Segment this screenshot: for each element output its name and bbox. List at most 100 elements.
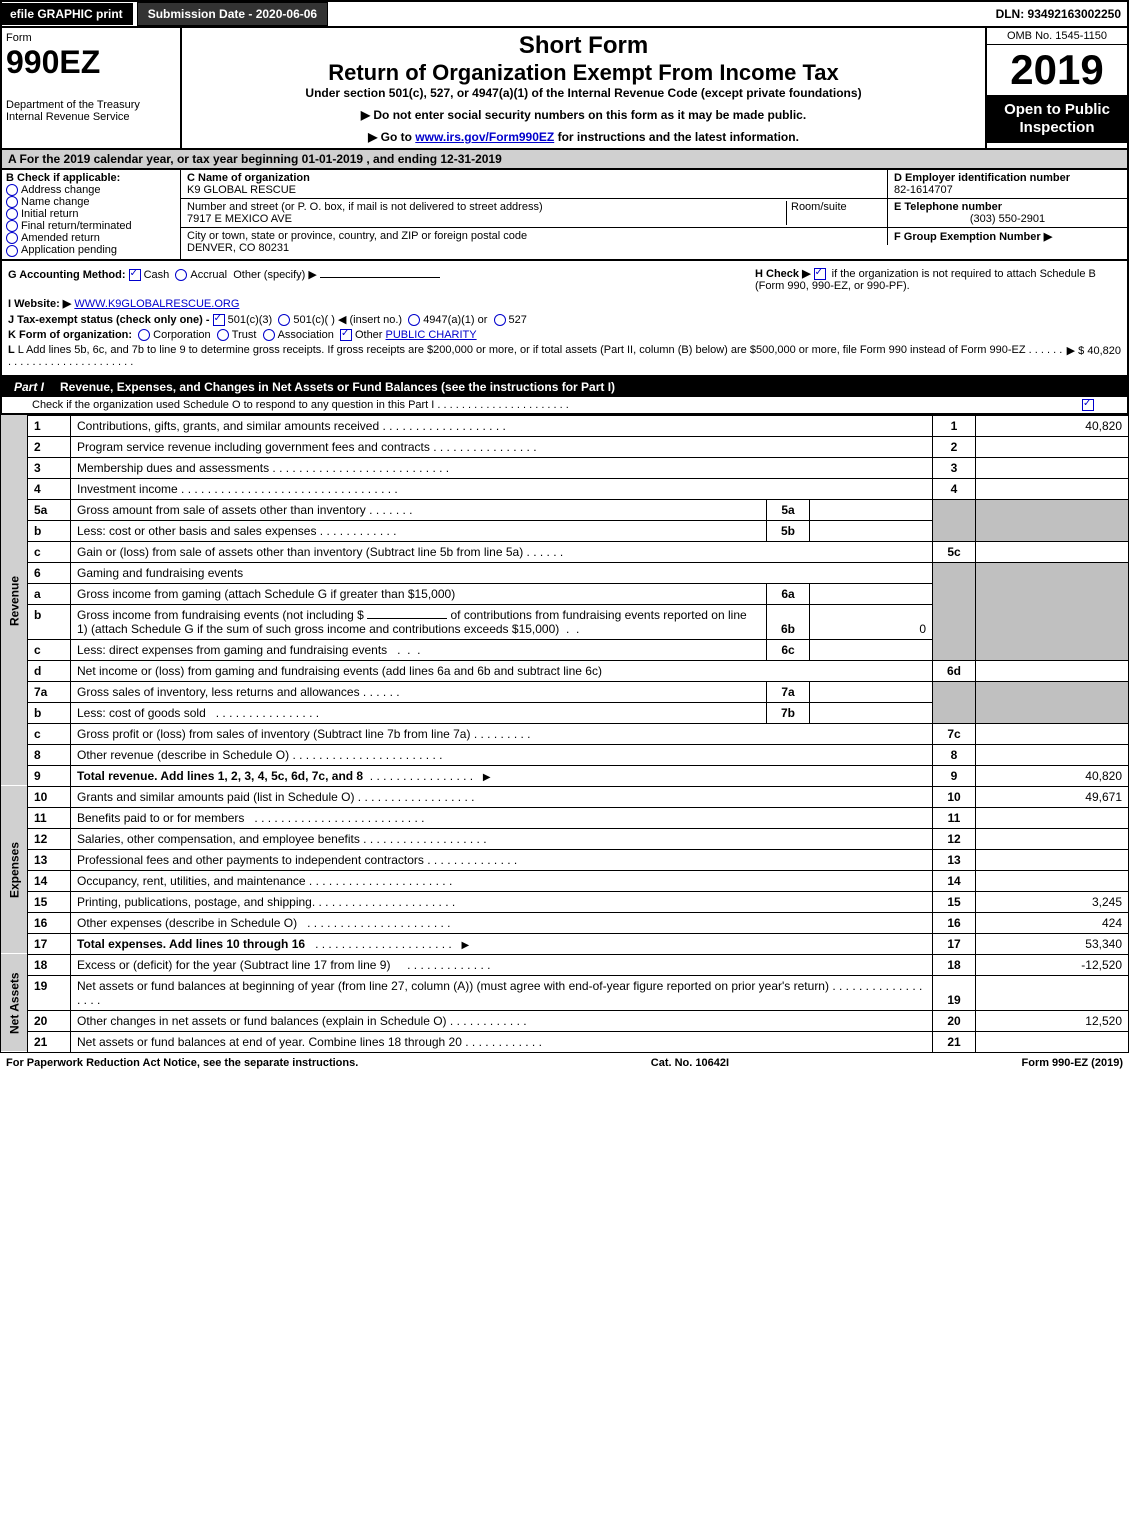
c-label: C Name of organization — [187, 172, 881, 184]
efile-print-button[interactable]: efile GRAPHIC print — [2, 3, 133, 25]
form-word: Form — [6, 32, 176, 44]
line-8-amount — [976, 744, 1129, 765]
checkbox-address-change[interactable] — [6, 184, 18, 196]
paperwork-notice: For Paperwork Reduction Act Notice, see … — [6, 1057, 358, 1069]
line-7b-num: b — [28, 702, 71, 723]
checkbox-501c[interactable] — [278, 314, 290, 326]
line-1-amount: 40,820 — [976, 415, 1129, 436]
meta-section: G Accounting Method: Cash Accrual Other … — [0, 261, 1129, 377]
part1-check-row: Check if the organization used Schedule … — [0, 397, 1129, 415]
line-5a-subval — [810, 499, 933, 520]
accrual-label: Accrual — [190, 269, 227, 281]
addr-change-label: Address change — [21, 184, 101, 196]
e-label: E Telephone number — [894, 201, 1121, 213]
return-title: Return of Organization Exempt From Incom… — [190, 60, 977, 86]
part1-table: Revenue 1 Contributions, gifts, grants, … — [0, 415, 1129, 1053]
checkbox-schedule-o[interactable] — [1082, 399, 1094, 411]
check-if-applicable: B Check if applicable: Address change Na… — [2, 170, 181, 259]
expenses-side-label: Expenses — [1, 786, 28, 954]
checkbox-name-change[interactable] — [6, 196, 18, 208]
goto-instructions: ▶ Go to www.irs.gov/Form990EZ for instru… — [190, 130, 977, 144]
checkbox-accrual[interactable] — [175, 269, 187, 281]
i-label: I Website: ▶ — [8, 298, 71, 310]
line-17-desc: Total expenses. Add lines 10 through 16 … — [71, 933, 933, 954]
line-17-amount: 53,340 — [976, 933, 1129, 954]
line-6d-amount — [976, 660, 1129, 681]
checkbox-h[interactable] — [814, 268, 826, 280]
checkbox-501c3[interactable] — [213, 314, 225, 326]
line-6b-blank[interactable] — [367, 618, 447, 619]
form-ref: Form 990-EZ (2019) — [1022, 1057, 1123, 1069]
goto-pre: ▶ Go to — [368, 130, 415, 144]
line-14-ref: 14 — [933, 870, 976, 891]
short-form-title: Short Form — [190, 32, 977, 60]
form-id-box: Form 990EZ Department of the Treasury In… — [2, 28, 182, 148]
info-grid: B Check if applicable: Address change Na… — [0, 170, 1129, 261]
other-specify: Other (specify) ▶ — [233, 269, 317, 281]
checkbox-initial-return[interactable] — [6, 208, 18, 220]
line-18-desc: Excess or (deficit) for the year (Subtra… — [71, 954, 933, 975]
line-7c-amount — [976, 723, 1129, 744]
line-3-num: 3 — [28, 457, 71, 478]
line-6d-ref: 6d — [933, 660, 976, 681]
other-specify-input[interactable] — [320, 277, 440, 278]
line-11-desc: Benefits paid to or for members . . . . … — [71, 807, 933, 828]
dln-label: DLN: 93492163002250 — [996, 7, 1127, 21]
checkbox-other-org[interactable] — [340, 329, 352, 341]
line-21-desc: Net assets or fund balances at end of ye… — [71, 1031, 933, 1052]
line-21-num: 21 — [28, 1031, 71, 1052]
line-9-desc: Total revenue. Add lines 1, 2, 3, 4, 5c,… — [71, 765, 933, 786]
line-7a-num: 7a — [28, 681, 71, 702]
line-18-num: 18 — [28, 954, 71, 975]
revenue-side-label: Revenue — [1, 415, 28, 786]
checkbox-527[interactable] — [494, 314, 506, 326]
website-link[interactable]: WWW.K9GLOBALRESCUE.ORG — [74, 298, 239, 310]
line-6a-subval — [810, 583, 933, 604]
final-return-label: Final return/terminated — [21, 220, 132, 232]
line-8-desc: Other revenue (describe in Schedule O) .… — [71, 744, 933, 765]
line-4-desc: Investment income . . . . . . . . . . . … — [71, 478, 933, 499]
irs-link[interactable]: www.irs.gov/Form990EZ — [415, 130, 554, 144]
l-amount: ▶ $ 40,820 — [1067, 344, 1121, 368]
line-6a-subnum: 6a — [767, 583, 810, 604]
line-7a-subnum: 7a — [767, 681, 810, 702]
checkbox-final-return[interactable] — [6, 220, 18, 232]
501c3-label: 501(c)(3) — [228, 314, 273, 326]
checkbox-assoc[interactable] — [263, 329, 275, 341]
line-15-desc: Printing, publications, postage, and shi… — [71, 891, 933, 912]
line-16-num: 16 — [28, 912, 71, 933]
line-20-desc: Other changes in net assets or fund bala… — [71, 1010, 933, 1031]
line-6-shaded-amt — [976, 562, 1129, 660]
phone: (303) 550-2901 — [894, 213, 1121, 225]
submission-date-button[interactable]: Submission Date - 2020-06-06 — [137, 2, 328, 26]
checkbox-cash[interactable] — [129, 269, 141, 281]
line-11-num: 11 — [28, 807, 71, 828]
part1-header: Part I Revenue, Expenses, and Changes in… — [0, 377, 1129, 397]
cat-no: Cat. No. 10642I — [651, 1057, 729, 1069]
line-10-desc: Grants and similar amounts paid (list in… — [71, 786, 933, 807]
line-6-shaded — [933, 562, 976, 660]
line-19-amount — [976, 975, 1129, 1010]
top-bar: efile GRAPHIC print Submission Date - 20… — [0, 0, 1129, 28]
org-city: DENVER, CO 80231 — [187, 242, 881, 254]
checkbox-pending[interactable] — [6, 245, 18, 257]
line-20-ref: 20 — [933, 1010, 976, 1031]
line-21-ref: 21 — [933, 1031, 976, 1052]
checkbox-trust[interactable] — [217, 329, 229, 341]
checkbox-corp[interactable] — [138, 329, 150, 341]
checkbox-4947[interactable] — [408, 314, 420, 326]
year-box: OMB No. 1545-1150 2019 Open to Public In… — [985, 28, 1127, 148]
line-5c-ref: 5c — [933, 541, 976, 562]
line-12-amount — [976, 828, 1129, 849]
checkbox-amended[interactable] — [6, 232, 18, 244]
line-7b-desc: Less: cost of goods sold . . . . . . . .… — [71, 702, 767, 723]
line-5b-num: b — [28, 520, 71, 541]
initial-return-label: Initial return — [21, 208, 78, 220]
line-6c-subnum: 6c — [767, 639, 810, 660]
k-label: K Form of organization: — [8, 329, 132, 341]
g-label: G Accounting Method: — [8, 269, 126, 281]
line-9-ref: 9 — [933, 765, 976, 786]
line-17-ref: 17 — [933, 933, 976, 954]
period-row: A For the 2019 calendar year, or tax yea… — [0, 150, 1129, 170]
other-org-value: PUBLIC CHARITY — [386, 329, 477, 341]
